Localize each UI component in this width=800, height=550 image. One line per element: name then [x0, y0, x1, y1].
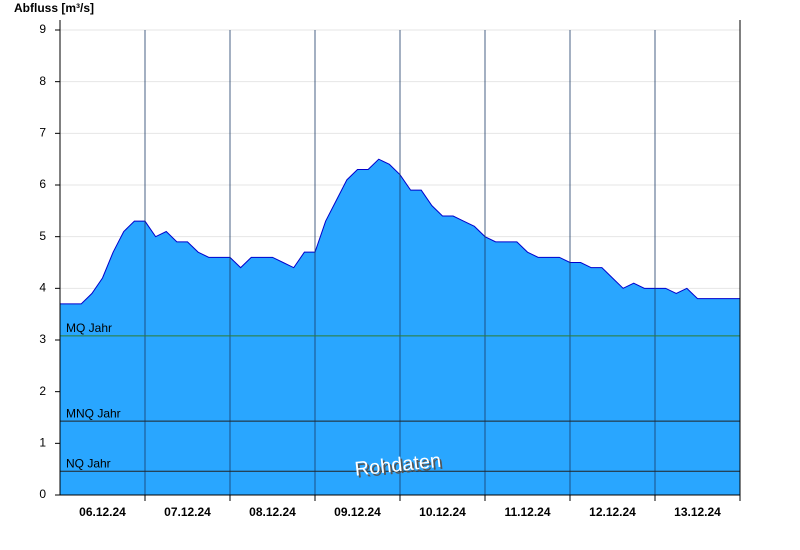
reference-label: MNQ Jahr: [66, 406, 121, 420]
x-tick-label: 09.12.24: [334, 505, 381, 519]
y-tick-label: 0: [39, 487, 46, 501]
y-tick-label: 1: [39, 436, 46, 450]
x-tick-label: 07.12.24: [164, 505, 211, 519]
reference-label: NQ Jahr: [66, 456, 111, 470]
x-tick-label: 10.12.24: [419, 505, 466, 519]
y-tick-label: 2: [39, 384, 46, 398]
x-tick-label: 11.12.24: [504, 505, 550, 519]
reference-label: MQ Jahr: [66, 321, 112, 335]
x-tick-label: 06.12.24: [79, 505, 126, 519]
y-tick-label: 6: [39, 177, 46, 191]
y-tick-label: 4: [39, 281, 46, 295]
y-tick-label: 3: [39, 332, 46, 346]
x-tick-label: 13.12.24: [674, 505, 721, 519]
y-tick-label: 7: [39, 126, 46, 140]
y-tick-label: 8: [39, 74, 46, 88]
y-axis-label: Abfluss [m³/s]: [14, 1, 94, 15]
x-tick-label: 08.12.24: [249, 505, 296, 519]
x-tick-label: 12.12.24: [589, 505, 636, 519]
y-tick-label: 5: [39, 229, 46, 243]
y-tick-label: 9: [39, 22, 46, 36]
